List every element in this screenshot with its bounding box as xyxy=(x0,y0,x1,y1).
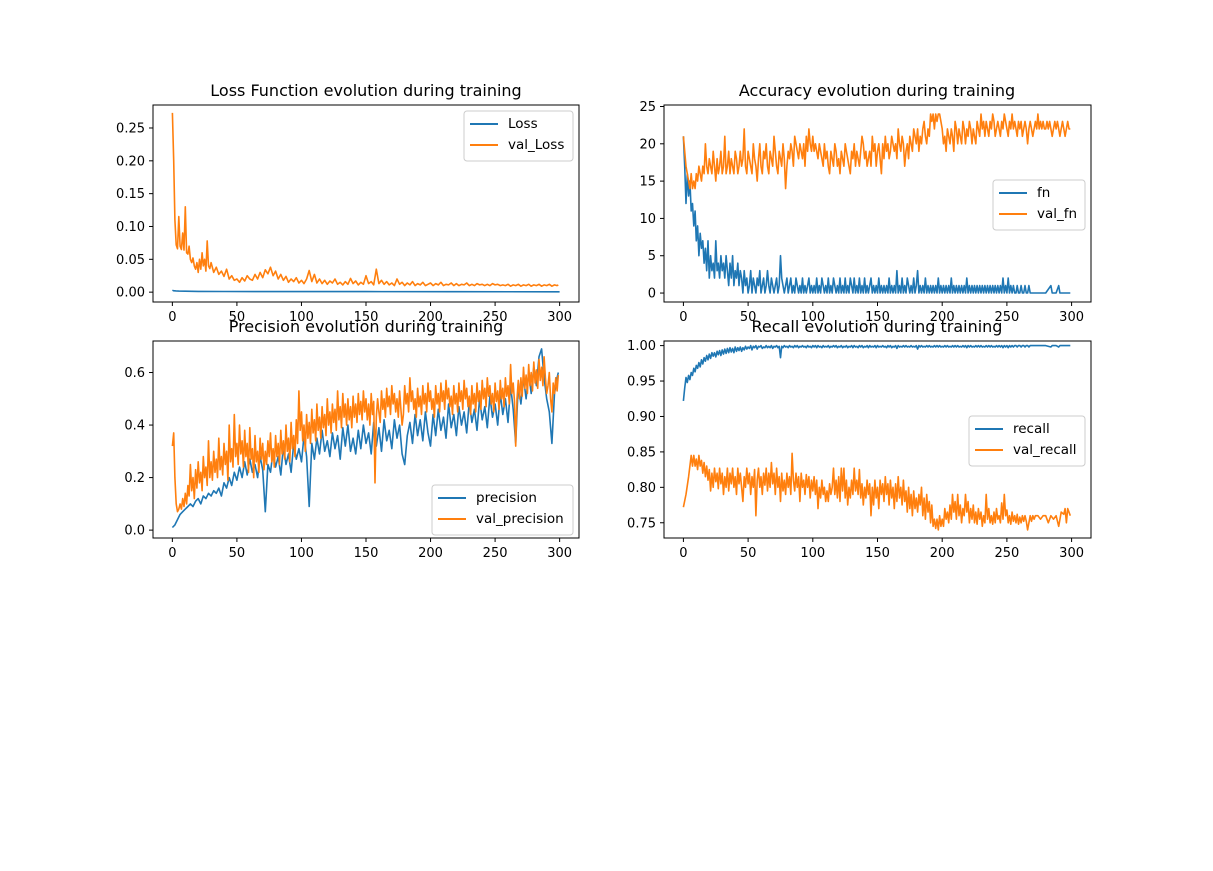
loss-series-layer xyxy=(171,112,560,293)
accuracy-xtick-label: 100 xyxy=(800,310,825,325)
accuracy-xtick-label: 200 xyxy=(930,310,955,325)
precision-legend-box xyxy=(431,484,574,536)
loss-xtick-label: 200 xyxy=(418,310,443,325)
recall-ytick-label: 0.95 xyxy=(627,375,656,390)
recall-series-val-recall xyxy=(682,452,1072,531)
recall-xtick-label: 0 xyxy=(679,546,687,561)
precision-legend: precision val_precision xyxy=(431,484,574,536)
accuracy-xtick-label: 300 xyxy=(1059,310,1084,325)
recall-xtick-label: 300 xyxy=(1059,546,1084,561)
recall-ytick-label: 0.80 xyxy=(627,481,656,496)
precision-series-precision xyxy=(171,348,560,529)
accuracy-series-layer xyxy=(682,113,1071,294)
loss-ytick-label: 0.20 xyxy=(116,154,145,169)
loss-chart: Loss Function evolution during training … xyxy=(116,81,580,325)
precision-series-layer xyxy=(171,348,560,529)
recall-ytick-label: 0.85 xyxy=(627,445,656,460)
recall-xtick-label: 100 xyxy=(800,546,825,561)
loss-ytick-label: 0.05 xyxy=(116,253,145,268)
precision-ytick-label: 0.6 xyxy=(124,366,145,381)
legend-label-loss: Loss xyxy=(508,116,538,132)
recall-xtick-label: 200 xyxy=(930,546,955,561)
precision-xtick-label: 50 xyxy=(229,546,246,561)
loss-xtick-label: 0 xyxy=(168,310,176,325)
recall-chart: Recall evolution during training 0 50 100 1… xyxy=(627,317,1092,561)
loss-xtick-label: 100 xyxy=(289,310,314,325)
accuracy-xtick-label: 250 xyxy=(994,310,1019,325)
loss-ytick-label: 0.10 xyxy=(116,220,145,235)
legend-label-recall: recall xyxy=(1013,421,1050,437)
loss-xtick-label: 150 xyxy=(354,310,379,325)
accuracy-xtick-label: 150 xyxy=(865,310,890,325)
recall-series-recall xyxy=(682,344,1071,401)
recall-ytick-label: 0.75 xyxy=(627,516,656,531)
accuracy-ticks: 0 50 100 150 200 250 300 0 5 10 15 20 25 xyxy=(639,100,1084,325)
recall-ytick-label: 0.90 xyxy=(627,410,656,425)
loss-ticks: 0 50 100 150 200 250 300 0.00 0.05 0.10 0.15 0.20 0.… xyxy=(116,121,572,325)
recall-legend: recall val_recall xyxy=(968,415,1086,467)
precision-chart: Precision evolution during training 0 50 1… xyxy=(124,317,580,561)
accuracy-ytick-label: 10 xyxy=(639,212,656,227)
loss-ytick-label: 0.15 xyxy=(116,187,145,202)
precision-xtick-label: 250 xyxy=(483,546,508,561)
recall-ytick-label: 1.00 xyxy=(627,339,656,354)
recall-xtick-label: 50 xyxy=(740,546,757,561)
loss-ytick-label: 0.25 xyxy=(116,121,145,136)
precision-xtick-label: 150 xyxy=(354,546,379,561)
precision-xtick-label: 200 xyxy=(418,546,443,561)
precision-ytick-label: 0.0 xyxy=(124,524,145,539)
recall-series-layer xyxy=(682,344,1072,531)
legend-label-precision: precision xyxy=(476,490,537,506)
loss-xtick-label: 250 xyxy=(483,310,508,325)
legend-label-fn: fn xyxy=(1037,185,1050,201)
loss-ytick-label: 0.00 xyxy=(116,286,145,301)
loss-series-val-loss xyxy=(171,112,559,287)
accuracy-series-fn xyxy=(682,136,1071,294)
loss-legend: Loss val_Loss xyxy=(463,110,574,162)
legend-label-val-recall: val_recall xyxy=(1013,442,1077,458)
accuracy-ytick-label: 25 xyxy=(639,100,656,115)
accuracy-ytick-label: 20 xyxy=(639,137,656,152)
accuracy-chart-title: Accuracy evolution during training xyxy=(739,81,1015,100)
loss-series-loss xyxy=(172,289,560,293)
loss-chart-title: Loss Function evolution during training xyxy=(210,81,521,100)
accuracy-xtick-label: 50 xyxy=(740,310,757,325)
accuracy-legend: fn val_fn xyxy=(992,179,1086,231)
recall-xtick-label: 150 xyxy=(865,546,890,561)
precision-ytick-label: 0.2 xyxy=(124,471,145,486)
loss-xtick-label: 300 xyxy=(547,310,572,325)
precision-xtick-label: 300 xyxy=(547,546,572,561)
legend-label-val-precision: val_precision xyxy=(476,511,564,527)
accuracy-chart: Accuracy evolution during training 0 50 10… xyxy=(639,81,1092,325)
loss-xtick-label: 50 xyxy=(229,310,246,325)
precision-chart-title: Precision evolution during training xyxy=(229,317,504,336)
recall-xtick-label: 250 xyxy=(994,546,1019,561)
accuracy-ytick-label: 0 xyxy=(648,287,656,302)
precision-series-val-precision xyxy=(171,356,560,513)
legend-label-val-fn: val_fn xyxy=(1037,206,1077,222)
legend-label-val-loss: val_Loss xyxy=(508,137,564,153)
precision-xtick-label: 0 xyxy=(168,546,176,561)
precision-ytick-label: 0.4 xyxy=(124,419,145,434)
precision-ticks: 0 50 100 150 200 250 300 0.0 0.2 0.4 0.6 xyxy=(124,366,572,561)
accuracy-series-val-fn xyxy=(682,113,1071,190)
precision-xtick-label: 100 xyxy=(289,546,314,561)
accuracy-xtick-label: 0 xyxy=(679,310,687,325)
accuracy-ytick-label: 5 xyxy=(648,249,656,264)
accuracy-ytick-label: 15 xyxy=(639,175,656,190)
recall-chart-title: Recall evolution during training xyxy=(752,317,1003,336)
recall-ticks: 0 50 100 150 200 250 300 0.75 0.80 0.85 0.90 0.95 1.… xyxy=(627,339,1084,561)
